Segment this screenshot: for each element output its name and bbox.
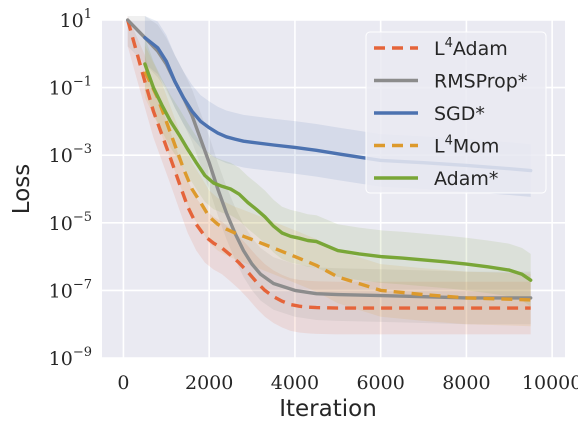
y-axis-label: Loss (9, 164, 35, 214)
y-tick-label-1: 10−7 (49, 277, 92, 302)
y-tick-label-5: 101 (60, 7, 92, 32)
x-axis-label: Iteration (279, 396, 377, 422)
x-tick-label-3: 6000 (356, 372, 404, 394)
x-tick-labels: 0 2000 4000 6000 8000 10000 (117, 372, 578, 394)
y-tick-label-3: 10−3 (49, 142, 92, 167)
line-adam (143, 62, 533, 282)
legend-label-l4mom: L4Mom (434, 134, 499, 158)
y-tick-labels: 10−9 10−7 10−5 10−3 10−1 101 (49, 7, 92, 370)
y-tick-label-4: 10−1 (49, 75, 92, 100)
line-l4mom (143, 70, 531, 302)
band-rmsprop (127, 16, 531, 325)
legend-label-rmsprop: RMSProp* (434, 71, 527, 93)
x-tick-label-1: 2000 (185, 372, 233, 394)
legend-label-adam: Adam* (434, 168, 498, 190)
band-adam (144, 37, 531, 307)
legend-label-l4adam: L4Adam (434, 36, 508, 60)
line-l4adam (126, 19, 531, 310)
legend-box (365, 31, 547, 194)
x-tick-label-2: 4000 (271, 372, 319, 394)
x-tick-label-4: 8000 (442, 372, 490, 394)
x-tick-label-5: 10000 (522, 372, 578, 394)
series-lines (126, 18, 533, 310)
y-tick-label-2: 10−5 (49, 210, 92, 235)
y-tick-label-0: 10−9 (49, 345, 92, 370)
legend: L4Adam RMSProp* SGD* L4Mom Adam* (365, 31, 547, 194)
legend-label-sgd: SGD* (434, 103, 485, 125)
band-l4mom (144, 45, 531, 327)
x-tick-label-0: 0 (117, 372, 129, 394)
